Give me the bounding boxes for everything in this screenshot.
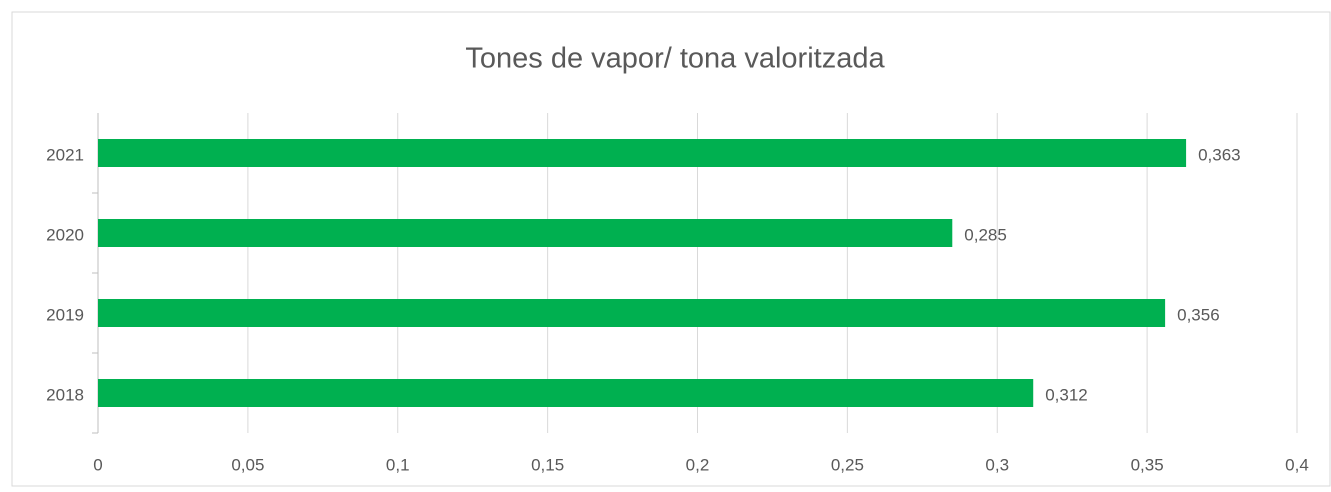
- y-tick-label: 2019: [46, 305, 84, 324]
- x-tick-label: 0,4: [1285, 455, 1309, 474]
- x-tick-label: 0,35: [1131, 455, 1164, 474]
- x-tick-label: 0,25: [831, 455, 864, 474]
- x-tick-label: 0: [93, 455, 102, 474]
- x-tick-label: 0,1: [386, 455, 410, 474]
- chart-title: Tones de vapor/ tona valoritzada: [465, 43, 885, 75]
- x-tick-label: 0,05: [231, 455, 264, 474]
- chart-border: [11, 11, 1331, 487]
- bar: [98, 379, 1034, 407]
- value-label: 0,356: [1177, 305, 1220, 324]
- value-label: 0,312: [1045, 385, 1088, 404]
- bar: [98, 299, 1166, 327]
- x-tick-label: 0,2: [686, 455, 710, 474]
- bar: [98, 219, 953, 247]
- y-tick-label: 2020: [46, 225, 84, 244]
- y-tick-label: 2021: [46, 145, 84, 164]
- value-label: 0,285: [964, 225, 1007, 244]
- value-label: 0,363: [1198, 145, 1241, 164]
- x-tick-label: 0,15: [531, 455, 564, 474]
- bar: [98, 139, 1187, 167]
- y-tick-label: 2018: [46, 385, 84, 404]
- x-tick-label: 0,3: [985, 455, 1009, 474]
